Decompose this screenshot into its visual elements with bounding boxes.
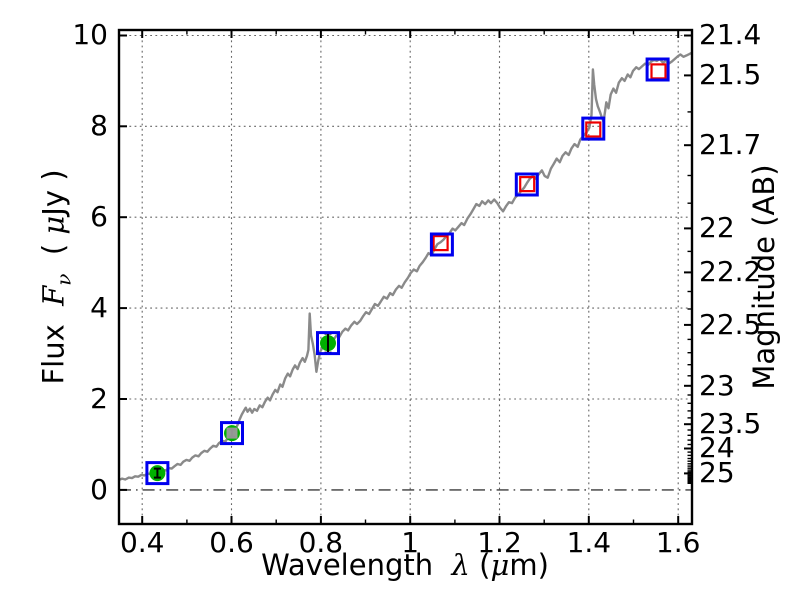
magnitude-tick-label: 25: [699, 456, 735, 490]
magnitude-tick-label: 21.4: [699, 18, 762, 52]
magnitude-tick-label: 22: [699, 211, 735, 245]
mu-symbol: μ: [36, 215, 71, 235]
gray-model-square: [226, 427, 238, 439]
lambda-symbol: λ: [451, 548, 470, 582]
blue-photometry-squares: [145, 57, 670, 486]
flux-tick-label: 10: [72, 18, 108, 52]
x-tick-label: 0.6: [209, 526, 254, 559]
flux-tick-label: 4: [90, 291, 108, 325]
y-axis-label-flux: Flux Fν ( μJy ): [36, 169, 76, 385]
flux-tick-label: 0: [90, 472, 108, 506]
flux-tick-label: 6: [90, 200, 108, 234]
magnitude-tick-label: 21.5: [699, 58, 762, 92]
nu-subscript: ν: [51, 273, 76, 286]
magnitude-tick-label: 22.5: [699, 307, 762, 341]
magnitude-tick-label: 24: [699, 431, 735, 465]
x-tick-label: 1: [401, 526, 420, 559]
plot-border: [117, 28, 694, 526]
magnitude-tick-label: 22.2: [699, 255, 762, 289]
flux-tick-label: 8: [90, 109, 108, 143]
flux-tick-label: 2: [90, 382, 108, 416]
axis-ticks: [119, 30, 692, 524]
magnitude-tick-label: 23: [699, 368, 735, 402]
red-photometry-squares: [432, 63, 667, 252]
mu-symbol: μ: [490, 548, 510, 582]
x-tick-label: 0.4: [119, 526, 165, 559]
x-tick-label: 1.2: [477, 526, 522, 559]
y-axis-label-magnitude: Magnitude (AB): [747, 164, 781, 390]
magnitude-tick-label: 23.5: [699, 407, 762, 441]
x-tick-label: 1.4: [566, 526, 612, 559]
x-tick-label: 0.8: [298, 526, 344, 559]
magnitude-tick-label: 21.7: [699, 128, 762, 162]
model-spectrum-line: [119, 51, 692, 482]
x-axis-label: Wavelength λ (μm): [261, 548, 549, 582]
flux-symbol: F: [36, 285, 71, 306]
gridlines: [119, 30, 692, 524]
x-tick-label: 1.6: [655, 526, 701, 559]
